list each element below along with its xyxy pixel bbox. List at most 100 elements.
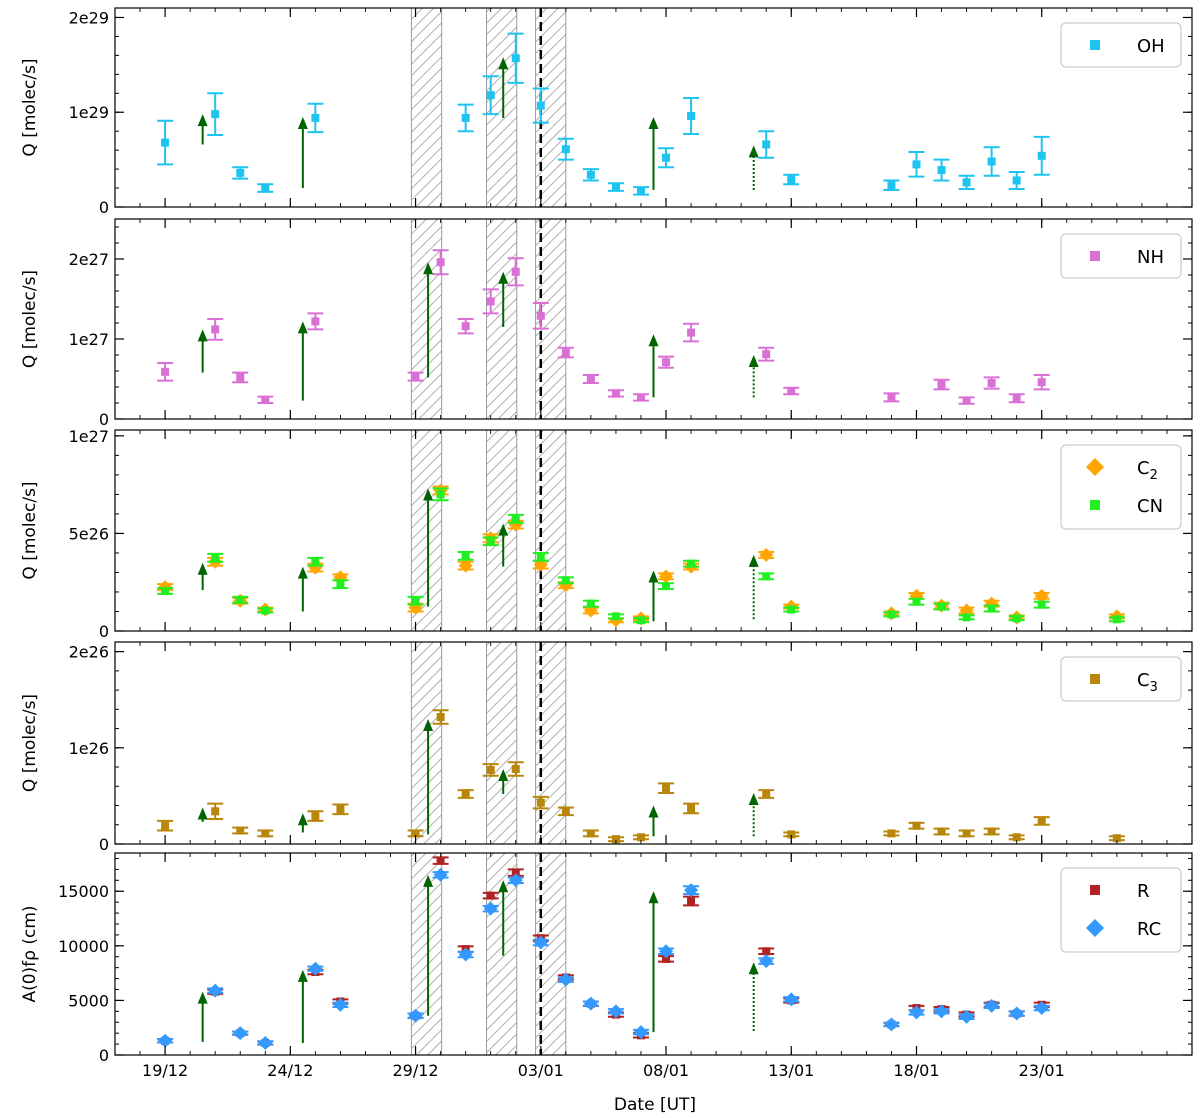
data-point — [758, 547, 775, 562]
data-point — [532, 551, 549, 562]
data-point — [407, 371, 424, 382]
data-point — [432, 249, 449, 276]
y-tick-label: 0 — [99, 198, 109, 217]
data-point — [1008, 170, 1025, 190]
marker — [884, 1017, 899, 1032]
marker — [161, 821, 170, 830]
data-point — [908, 597, 925, 606]
arrow-head — [297, 321, 308, 334]
arrow-head — [748, 355, 759, 367]
data-point — [908, 821, 925, 830]
legend-item: CN — [1090, 496, 1163, 517]
panel-frame — [114, 218, 1193, 420]
marker — [787, 605, 796, 614]
arrow-head — [297, 969, 308, 982]
data-point — [758, 947, 775, 956]
panel-frame — [114, 641, 1193, 845]
legend: NH — [1060, 233, 1182, 279]
data-point — [607, 389, 624, 398]
marker — [236, 595, 245, 604]
marker — [662, 358, 671, 367]
marker — [611, 183, 620, 192]
data-point — [1033, 588, 1050, 603]
data-point — [257, 1035, 274, 1050]
marker — [561, 348, 570, 357]
data-point — [883, 829, 900, 838]
marker — [211, 110, 220, 119]
marker — [987, 604, 996, 613]
marker — [984, 998, 999, 1013]
data-point — [958, 174, 975, 190]
marker — [662, 954, 671, 963]
arrow-head — [297, 566, 308, 579]
marker — [236, 826, 245, 835]
data-point — [582, 168, 599, 182]
legend-box — [1060, 22, 1182, 68]
legend-label-subscript: 2 — [1150, 468, 1158, 483]
outburst-arrow — [748, 962, 759, 1031]
data-point — [557, 576, 574, 585]
data-point — [307, 961, 324, 976]
legend-box — [1060, 233, 1182, 279]
marker — [937, 380, 946, 389]
panel-4: 0 1e26 2e26 Q [molec/s] C3 — [20, 641, 1193, 854]
marker — [158, 1033, 173, 1048]
marker — [1034, 588, 1049, 603]
legend-item: NH — [1090, 247, 1164, 268]
outburst-arrow — [197, 114, 208, 145]
marker — [311, 317, 320, 326]
marker — [1012, 394, 1021, 403]
marker — [536, 552, 545, 561]
data-point — [532, 935, 549, 950]
x-tick-label: 03/01 — [518, 1061, 564, 1080]
arrow-head — [498, 271, 509, 284]
marker — [759, 954, 774, 969]
x-axis-label: Date [UT] — [614, 1095, 696, 1115]
data-point — [1008, 833, 1025, 842]
marker — [511, 54, 520, 63]
arrow-head — [297, 813, 308, 826]
arrow-head — [748, 145, 759, 158]
data-point — [582, 996, 599, 1011]
arrow-head — [748, 793, 759, 806]
x-tick-label: 24/12 — [267, 1061, 313, 1080]
marker — [787, 175, 796, 184]
marker — [636, 833, 645, 842]
data-point — [632, 833, 649, 842]
marker — [308, 961, 323, 976]
data-point — [482, 901, 499, 916]
marker — [611, 835, 620, 844]
shaded-band — [486, 218, 518, 420]
marker — [687, 804, 696, 813]
marker — [536, 311, 545, 320]
marker — [561, 576, 570, 585]
data-point — [1033, 816, 1050, 826]
marker — [511, 267, 520, 276]
outburst-arrow — [423, 718, 434, 835]
x-tick-label: 23/01 — [1019, 1061, 1065, 1080]
marker — [937, 602, 946, 611]
shaded-band — [410, 218, 443, 420]
y-axis-label: Q [molec/s] — [20, 481, 40, 579]
y-tick-label: 0 — [99, 410, 109, 429]
arrow-head — [423, 488, 434, 501]
data-point — [157, 362, 174, 382]
data-point — [257, 829, 274, 838]
data-point — [683, 97, 700, 136]
marker — [987, 157, 996, 166]
data-point — [407, 595, 424, 606]
data-point — [883, 179, 900, 191]
data-point — [933, 1004, 950, 1019]
data-point — [958, 396, 975, 405]
data-point — [432, 867, 449, 882]
arrow-head — [297, 116, 308, 129]
marker — [937, 827, 946, 836]
legend-item: R — [1090, 881, 1150, 902]
legend-label-subscript: 3 — [1150, 680, 1158, 695]
shaded-band — [410, 7, 443, 208]
outburst-arrow — [423, 262, 434, 378]
marker — [1034, 1001, 1049, 1016]
data-point — [457, 947, 474, 962]
data-point — [683, 895, 700, 907]
